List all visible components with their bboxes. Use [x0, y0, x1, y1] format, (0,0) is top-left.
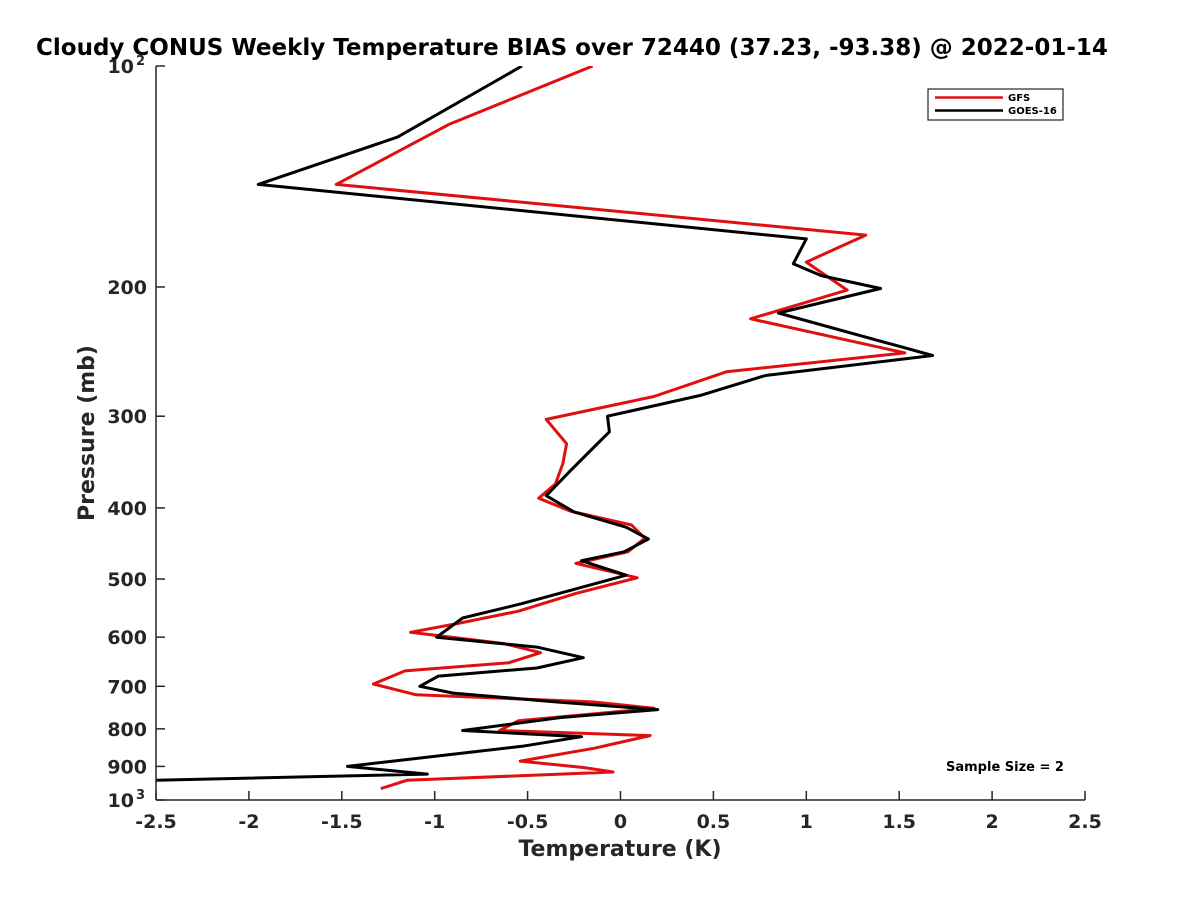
y-tick-label: 600 — [107, 627, 147, 649]
series-layer — [155, 66, 935, 791]
x-tick-label: 2 — [985, 811, 998, 833]
x-tick-label: 0.5 — [697, 811, 731, 833]
series-line-gfs — [334, 66, 907, 791]
x-axis-label: Temperature (K) — [518, 837, 721, 862]
y-tick-label: 700 — [107, 676, 147, 698]
x-tick-label: -2 — [238, 811, 259, 833]
y-tick-exponent: 3 — [136, 788, 145, 803]
y-tick-label: 500 — [107, 569, 147, 591]
legend-box — [927, 88, 1064, 121]
x-tick-label: -1.5 — [321, 811, 363, 833]
y-tick-label: 10 — [108, 790, 134, 812]
x-tick-label: 0 — [614, 811, 627, 833]
y-tick-label: 900 — [107, 756, 147, 778]
x-tick-label: -0.5 — [507, 811, 549, 833]
x-tick-label: 1.5 — [882, 811, 916, 833]
legend-label-goes16: GOES-16 — [1008, 106, 1057, 117]
y-tick-label: 400 — [107, 498, 147, 520]
x-tick-label: 1 — [800, 811, 813, 833]
chart-title: Cloudy CONUS Weekly Temperature BIAS ove… — [36, 35, 1108, 61]
legend: GFS GOES-16 — [927, 88, 1064, 121]
x-tick-label: 2.5 — [1068, 811, 1102, 833]
y-tick-exponent: 2 — [136, 54, 145, 69]
x-tick-label: -1 — [424, 811, 445, 833]
y-tick-label: 10 — [108, 56, 134, 78]
y-tick-label: 300 — [107, 406, 147, 428]
y-axis-label: Pressure (mb) — [75, 345, 100, 521]
x-axis-ticks: -2.5 -2 -1.5 -1 -0.5 0 0.5 1 1.5 2 2.5 — [135, 791, 1102, 833]
series-line-goes16 — [155, 66, 935, 782]
y-tick-label: 800 — [107, 719, 147, 741]
x-tick-label: -2.5 — [135, 811, 177, 833]
legend-label-gfs: GFS — [1008, 93, 1030, 104]
sample-size-annotation: Sample Size = 2 — [946, 760, 1064, 775]
y-tick-label: 200 — [107, 277, 147, 299]
plot-area — [156, 66, 1085, 800]
